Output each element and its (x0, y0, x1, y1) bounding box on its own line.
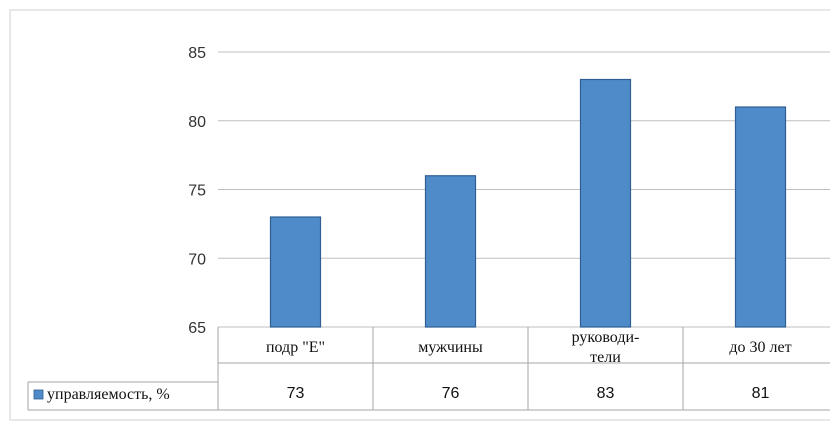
bar-1 (424, 175, 477, 328)
legend-label: управляемость, % (47, 386, 170, 403)
y-tick-label: 80 (188, 114, 206, 131)
y-axis-ticks: 65 70 75 80 85 (188, 45, 206, 337)
y-tick-label: 70 (188, 251, 206, 268)
data-table: подр "Е" мужчины руководи-тели до 30 лет 73 7… (27, 327, 830, 411)
category-label: мужчины (418, 339, 483, 356)
legend: управляемость, % (33, 386, 170, 403)
category-label: руководи- (572, 329, 640, 346)
legend-swatch (33, 389, 44, 400)
bar-3 (734, 106, 787, 328)
data-value-label: 81 (752, 385, 770, 402)
bar-0 (269, 216, 322, 328)
chart-frame (9, 9, 830, 421)
y-tick-label: 75 (188, 183, 206, 200)
category-label: до 30 лет (729, 339, 791, 356)
bar-2 (579, 78, 632, 328)
y-tick-label: 65 (188, 320, 206, 337)
category-label: тели (590, 349, 621, 366)
y-tick-label: 85 (188, 45, 206, 62)
data-value-label: 76 (442, 385, 460, 402)
bars (269, 78, 787, 328)
category-label: подр "Е" (266, 339, 325, 356)
data-value-label: 83 (597, 385, 615, 402)
data-value-label: 73 (287, 385, 305, 402)
